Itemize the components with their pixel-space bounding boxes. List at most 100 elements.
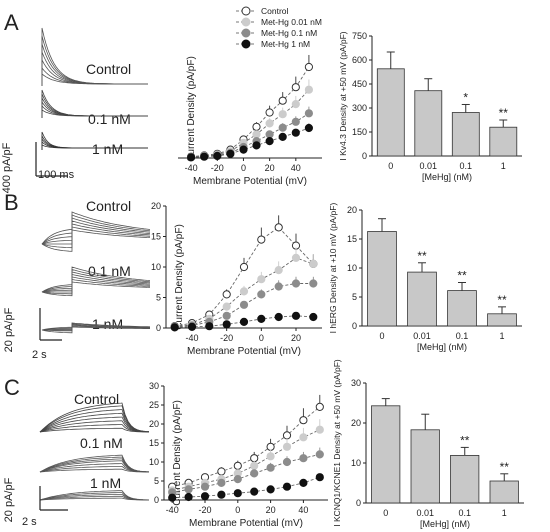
iv-c-point-control-7 [282, 431, 292, 440]
bar-c-ylabel: I KCNQ1/KCNE1 Density at +50 mV (pA/pF) [332, 359, 342, 527]
iv-b-point-1-8 [309, 312, 318, 322]
iv-b-ylabel: Current Density (pA/pF) [174, 224, 185, 330]
iv-c-point-control-6 [266, 442, 275, 451]
legend-label-01: Met-Hg 0.1 nM [261, 28, 317, 38]
trace-c-label-1: 1 nM [90, 475, 121, 491]
trace-a-label-1: 1 nM [92, 141, 123, 157]
legend-label-control: Control [261, 6, 289, 16]
iv-chart-c: 0 5 10 15 20 25 30 -40 -20 0 20 40 Membrane Potentia… [149, 381, 328, 529]
iv-c-point-01-1 [184, 485, 193, 494]
iv-chart-b: 0 5 10 15 20 -40 -20 0 20 Membrane Potential (mV)… [151, 201, 322, 357]
iv-c-xtick-label-1: -20 [198, 505, 211, 515]
bar-a-bar-1 [414, 90, 443, 157]
iv-c-xlabel: Membrane Potential (mV) [189, 518, 303, 529]
iv-c-point-control-9 [315, 402, 324, 411]
bar-a-ylabel: I Kv4.3 Density at +50 mV (pA/pF) [338, 31, 348, 160]
trace-b-control-line-0 [41, 229, 151, 252]
iv-c-point-001-6 [266, 452, 275, 461]
iv-a-point-01-8 [291, 117, 300, 126]
bar-a-ytick-label-0: 0 [362, 151, 367, 161]
iv-b-point-1-5 [257, 314, 266, 323]
iv-a-point-01-7 [278, 123, 287, 132]
iv-b-point-01-8 [309, 279, 318, 288]
trace-a-control [41, 27, 148, 86]
trace-b-control-line-1 [41, 226, 151, 249]
iv-a-point-1-3 [226, 149, 235, 158]
iv-a-point-01-9 [304, 109, 313, 118]
bar-c-ytick-label-3: 30 [351, 378, 361, 388]
trace-a-control-line-6 [41, 73, 148, 86]
iv-a-point-control-6 [265, 108, 274, 117]
iv-a-point-001-6 [265, 119, 274, 128]
iv-c-series-control-line [172, 406, 321, 488]
iv-b-point-01-7 [291, 279, 301, 288]
iv-c-ylabel: Current Density (pA/pF) [172, 400, 183, 506]
iv-c-point-001-9 [315, 425, 324, 434]
iv-c-point-01-6 [266, 463, 275, 472]
iv-c-point-001-7 [282, 442, 292, 451]
bar-b-ytick-label-1: 5 [352, 292, 357, 302]
trace-b-label-control: Control [86, 198, 131, 214]
iv-chart-a: -40 -20 0 20 40 Membrane Potential (mV) Curren… [178, 54, 322, 187]
iv-b-xtick-label-3: 20 [291, 333, 301, 343]
panel-label-a: A [4, 10, 19, 35]
iv-c-xtick-label-2: 0 [235, 505, 240, 515]
bar-b-xtick-label-2: 0.1 [456, 331, 469, 341]
trace-c-label-control: Control [74, 391, 119, 407]
iv-b-xtick-label-1: -20 [220, 333, 233, 343]
trace-c-01-line-2 [39, 463, 150, 473]
iv-c-point-01-5 [250, 469, 259, 478]
trace-b-01-line-5 [41, 268, 151, 293]
trace-b-control-line-4 [41, 217, 151, 245]
legend-marker-1 [241, 39, 251, 49]
iv-a-point-01-6 [265, 130, 274, 139]
iv-b-ytick-label-3: 15 [151, 232, 161, 242]
iv-b-point-1-6 [274, 312, 283, 322]
trace-c-control-line-5 [39, 409, 150, 433]
trace-c-control-line-7 [39, 402, 150, 433]
bar-a-xtick-label-0: 0 [388, 161, 393, 171]
iv-c-point-001-8 [299, 433, 308, 442]
iv-c-point-1-0 [168, 493, 177, 502]
legend-item-01: Met-Hg 0.1 nM [236, 28, 317, 38]
legend-marker-01 [241, 28, 251, 38]
trace-b-1-line-3 [41, 324, 150, 331]
panel-label-c: C [4, 375, 20, 400]
legend-marker-control [241, 6, 251, 16]
trace-c-1nm [39, 490, 150, 501]
iv-c-point-1-3 [217, 490, 226, 499]
bar-b-xtick-label-0: 0 [379, 331, 384, 341]
iv-b-ytick-label-2: 10 [151, 262, 161, 272]
iv-b-ytick-label-4: 20 [151, 201, 161, 211]
bar-a-ytick-label-1: 150 [352, 127, 367, 137]
bar-c-bar-3 [489, 480, 519, 504]
iv-a-point-1-6 [265, 137, 274, 146]
iv-c-series-01-line [172, 453, 320, 493]
bar-b-significance-2: ** [457, 269, 467, 283]
bar-c-bar-0 [371, 405, 401, 504]
iv-c-series-001-line [172, 429, 320, 491]
iv-b-point-control-6 [274, 223, 283, 232]
iv-b-series-control-line [174, 226, 314, 327]
trace-c-control-line-2 [39, 420, 150, 433]
bar-c-ytick-label-2: 20 [351, 418, 361, 428]
iv-b-ytick-label-1: 5 [156, 293, 161, 303]
iv-c-xtick-label-4: 40 [298, 505, 308, 515]
iv-b-point-001-8 [309, 259, 318, 268]
trace-c-control-line-1 [39, 424, 149, 433]
iv-c-point-1-2 [200, 492, 210, 501]
trace-c-1-line-4 [39, 490, 150, 501]
iv-a-xtick-label-4: 40 [291, 163, 301, 173]
bar-c-xtick-label-2: 0.1 [458, 508, 471, 518]
iv-a-point-1-0 [187, 153, 196, 162]
iv-c-point-control-3 [217, 467, 226, 476]
iv-a-point-001-8 [291, 100, 300, 109]
trace-c-label-01: 0.1 nM [80, 435, 123, 451]
bar-a-ytick-label-4: 600 [352, 55, 367, 65]
trace-b-control-line-6 [41, 211, 151, 245]
trace-c-scale-x: 2 s [22, 516, 37, 528]
iv-a-point-1-9 [304, 123, 313, 133]
iv-c-point-001-5 [250, 461, 259, 470]
iv-a-ylabel: Current Density (pA/pF) [186, 56, 197, 162]
iv-a-point-control-8 [291, 83, 300, 92]
